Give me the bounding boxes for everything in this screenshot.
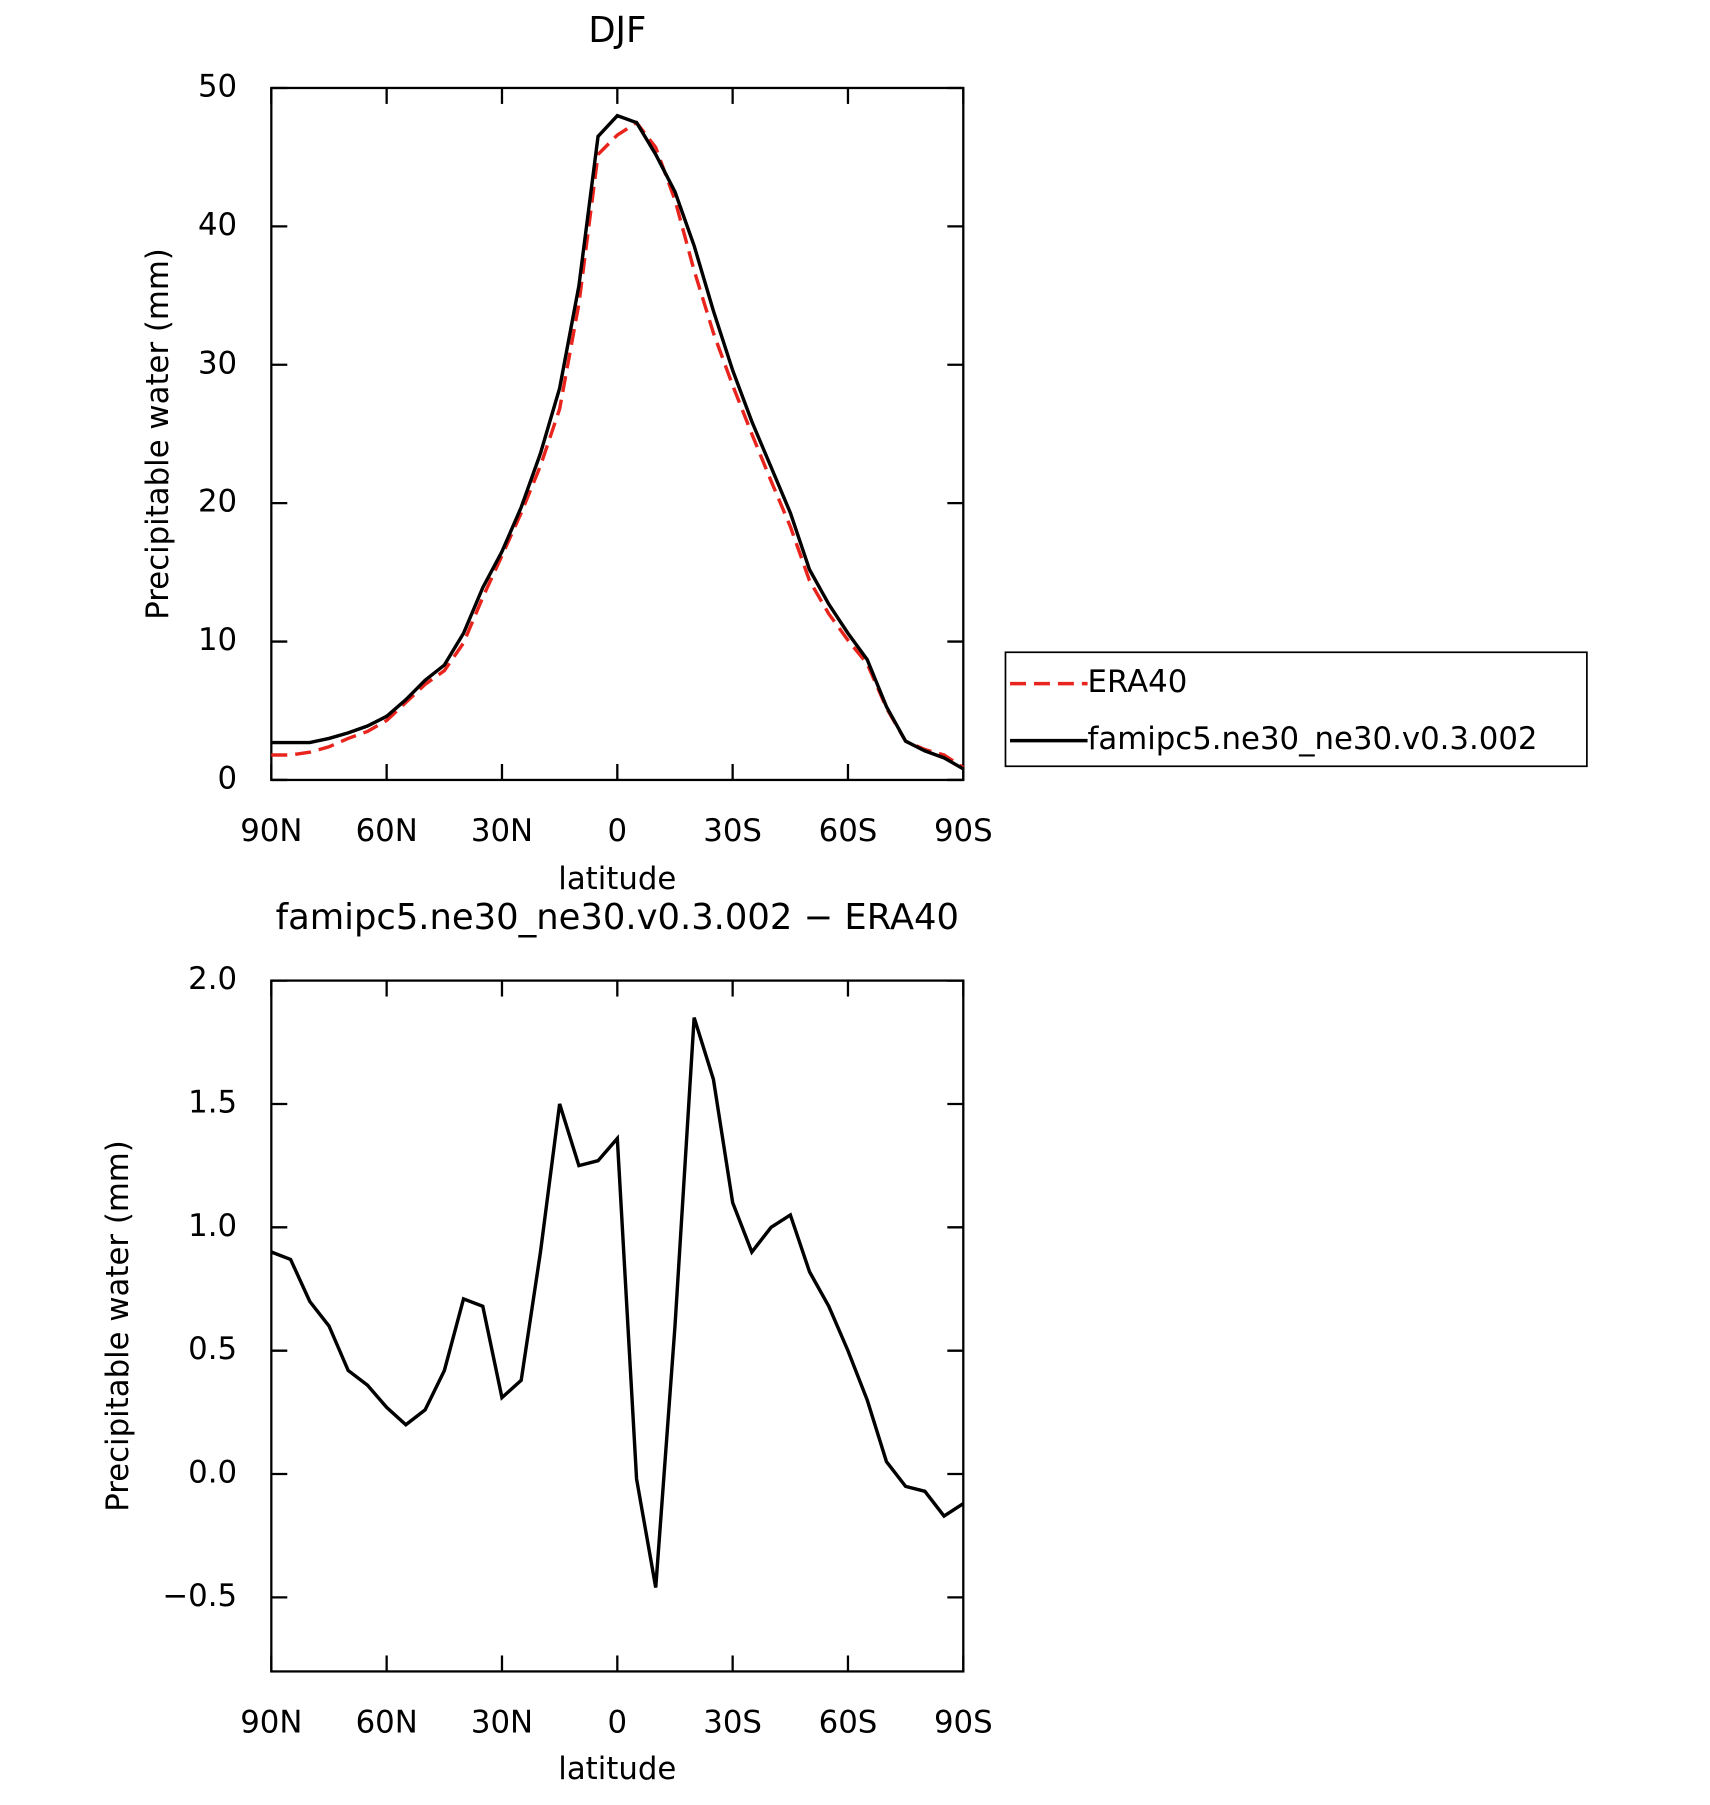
x-tick-label: 90S xyxy=(934,1704,993,1740)
chart-title: famipc5.ne30_ne30.v0.3.002 − ERA40 xyxy=(276,897,959,938)
y-tick-label: 30 xyxy=(198,345,237,381)
x-tick-label: 30N xyxy=(471,813,533,849)
x-tick-label: 90N xyxy=(240,813,302,849)
y-tick-label: 2.0 xyxy=(188,961,237,997)
chart-title: DJF xyxy=(588,10,646,51)
y-axis-label: Precipitable water (mm) xyxy=(100,1140,136,1512)
x-tick-label: 30S xyxy=(703,813,762,849)
x-tick-label: 30N xyxy=(471,1704,533,1740)
legend-label: famipc5.ne30_ne30.v0.3.002 xyxy=(1088,721,1538,757)
data-line xyxy=(271,120,965,769)
legend-label: ERA40 xyxy=(1088,664,1188,700)
x-tick-label: 0 xyxy=(608,1704,628,1740)
y-tick-label: 1.0 xyxy=(188,1208,237,1244)
x-tick-label: 90N xyxy=(240,1704,302,1740)
y-tick-label: −0.5 xyxy=(162,1578,237,1614)
x-tick-label: 60S xyxy=(819,813,878,849)
x-axis-label: latitude xyxy=(558,1751,676,1787)
y-tick-label: 10 xyxy=(198,622,237,658)
y-tick-label: 0.0 xyxy=(188,1455,237,1491)
x-tick-label: 0 xyxy=(608,813,628,849)
y-tick-label: 0 xyxy=(218,760,238,796)
y-axis-label: Precipitable water (mm) xyxy=(140,248,176,620)
x-axis-label: latitude xyxy=(558,861,676,897)
x-tick-label: 90S xyxy=(934,813,993,849)
x-tick-label: 60N xyxy=(356,813,418,849)
x-tick-label: 30S xyxy=(703,1704,762,1740)
data-line xyxy=(270,1017,965,1588)
y-tick-label: 20 xyxy=(198,484,237,520)
x-tick-label: 60N xyxy=(356,1704,418,1740)
y-tick-label: 1.5 xyxy=(188,1084,237,1120)
y-tick-label: 0.5 xyxy=(188,1331,237,1367)
plot-frame xyxy=(270,979,965,1673)
plot-frame xyxy=(270,86,965,782)
x-tick-label: 60S xyxy=(819,1704,878,1740)
data-line xyxy=(271,113,965,771)
legend-box xyxy=(1004,651,1588,768)
y-tick-label: 50 xyxy=(198,68,237,104)
y-tick-label: 40 xyxy=(198,207,237,243)
